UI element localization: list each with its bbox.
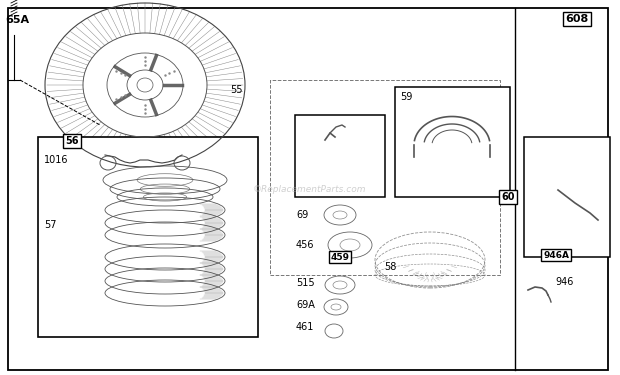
Text: 456: 456 bbox=[296, 240, 314, 250]
Bar bbox=[38, 137, 258, 337]
Text: 60: 60 bbox=[501, 192, 515, 202]
Bar bbox=[524, 137, 610, 257]
Text: 58: 58 bbox=[384, 262, 396, 272]
Text: 69: 69 bbox=[296, 210, 308, 220]
Text: 608: 608 bbox=[565, 14, 588, 24]
Text: 459: 459 bbox=[330, 252, 350, 261]
Text: 461: 461 bbox=[296, 322, 314, 332]
Text: 1016: 1016 bbox=[44, 155, 68, 165]
Text: 57: 57 bbox=[44, 220, 56, 230]
Text: 56: 56 bbox=[65, 136, 79, 146]
Text: 65A: 65A bbox=[5, 15, 29, 25]
Text: 69A: 69A bbox=[296, 300, 315, 310]
Text: 946: 946 bbox=[555, 277, 574, 287]
Bar bbox=[395, 87, 510, 197]
Text: ©ReplacementParts.com: ©ReplacementParts.com bbox=[253, 186, 367, 195]
Text: 946A: 946A bbox=[543, 251, 569, 260]
Bar bbox=[295, 115, 385, 197]
Text: 55: 55 bbox=[230, 85, 242, 95]
Bar bbox=[270, 80, 500, 275]
Text: 515: 515 bbox=[296, 278, 314, 288]
Text: 59: 59 bbox=[400, 92, 412, 102]
